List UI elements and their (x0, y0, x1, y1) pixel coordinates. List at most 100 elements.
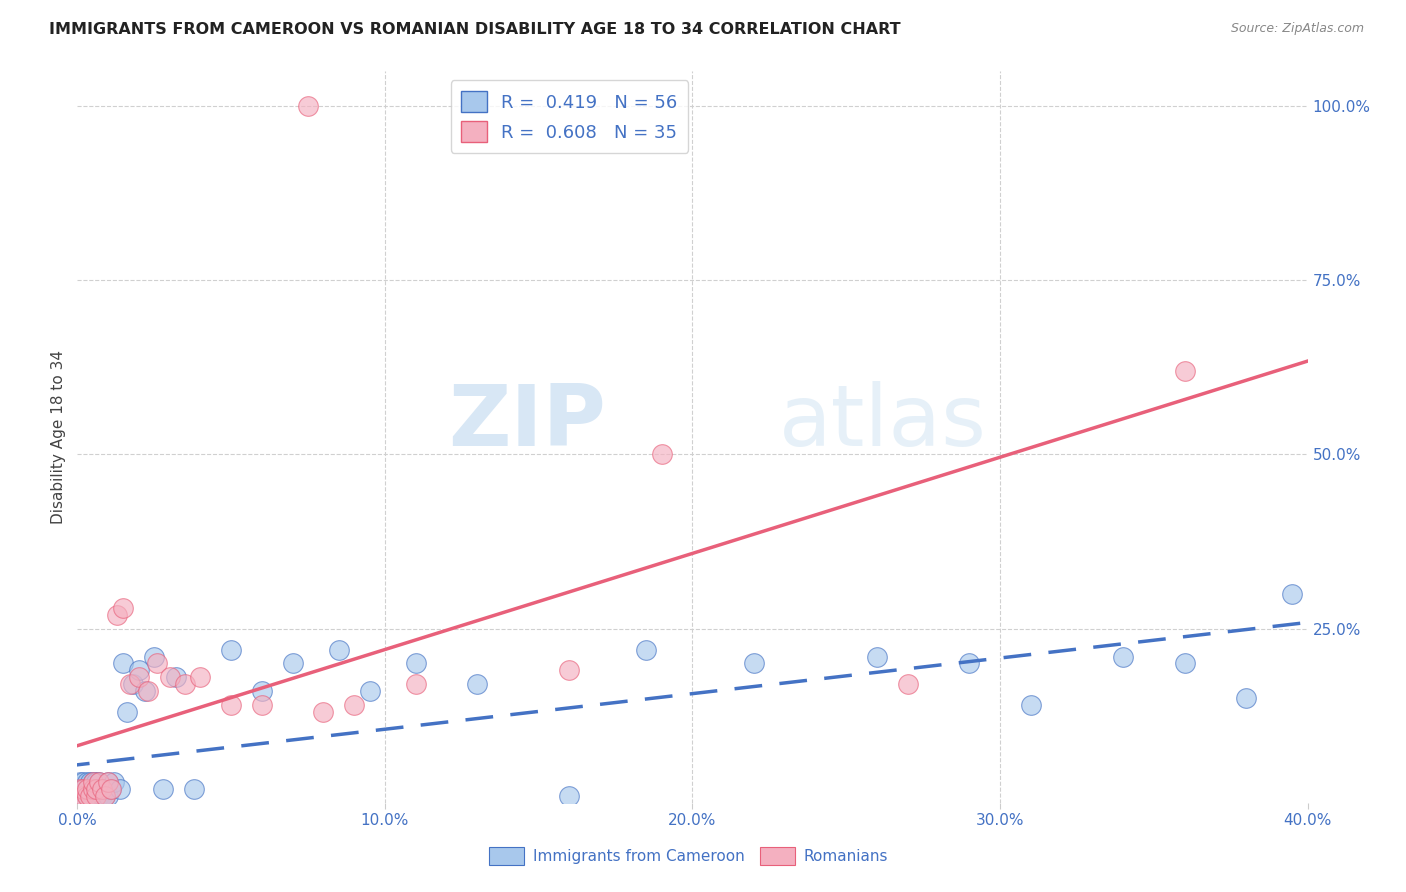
Point (1112, 649, 1135, 664)
Point (90, 781, 114, 796)
Point (121, 677, 143, 691)
Point (94, 781, 117, 796)
Point (312, 705, 335, 719)
Point (219, 698, 242, 713)
Point (82, 781, 104, 796)
Point (112, 657, 135, 671)
Point (82, 789, 104, 803)
Text: Immigrants from Cameroon: Immigrants from Cameroon (533, 848, 744, 863)
Point (79, 775, 101, 789)
Text: Source: ZipAtlas.com: Source: ZipAtlas.com (1230, 22, 1364, 36)
Point (105, 607, 128, 622)
Point (97, 775, 120, 789)
Point (76, 789, 98, 803)
Point (134, 684, 156, 698)
Point (72, 789, 94, 803)
Point (97, 789, 120, 803)
Point (1174, 364, 1197, 378)
Point (281, 657, 304, 671)
Point (128, 670, 150, 684)
Text: atlas: atlas (779, 381, 987, 464)
Point (143, 649, 166, 664)
Point (1281, 587, 1303, 601)
Point (957, 657, 980, 671)
Point (636, 642, 658, 657)
Point (87, 775, 110, 789)
Point (136, 684, 159, 698)
Point (79, 789, 101, 803)
Point (87, 781, 110, 796)
Point (84, 775, 107, 789)
Point (359, 684, 381, 698)
Point (110, 781, 132, 796)
Point (72, 781, 94, 796)
Point (651, 448, 673, 462)
Point (146, 657, 169, 671)
Legend: R =  0.419   N = 56, R =  0.608   N = 35: R = 0.419 N = 56, R = 0.608 N = 35 (450, 80, 689, 153)
Bar (489, 847, 524, 865)
Bar (761, 847, 794, 865)
Point (115, 705, 138, 719)
Point (1174, 657, 1197, 671)
Point (103, 775, 125, 789)
Point (174, 677, 197, 691)
Point (100, 781, 122, 796)
Point (69, 789, 91, 803)
Point (87, 775, 110, 789)
Point (69, 781, 91, 796)
Point (76, 789, 98, 803)
Point (112, 600, 135, 615)
Point (465, 677, 488, 691)
Point (297, 99, 319, 113)
Text: Romanians: Romanians (803, 848, 887, 863)
Text: ZIP: ZIP (449, 381, 606, 464)
Point (84, 789, 107, 803)
Point (1019, 698, 1042, 713)
Point (866, 649, 889, 664)
Point (558, 789, 581, 803)
Point (219, 642, 242, 657)
Point (343, 698, 366, 713)
Point (250, 684, 273, 698)
Point (558, 664, 581, 678)
Point (188, 670, 212, 684)
Point (72, 789, 94, 803)
Point (250, 698, 273, 713)
Point (84, 781, 107, 796)
Point (405, 657, 427, 671)
Point (84, 789, 107, 803)
Point (69, 781, 91, 796)
Point (87, 789, 110, 803)
Point (165, 670, 187, 684)
Point (69, 789, 91, 803)
Point (84, 781, 107, 796)
Point (76, 781, 98, 796)
Point (79, 789, 101, 803)
Point (100, 781, 122, 796)
Point (405, 677, 427, 691)
Text: IMMIGRANTS FROM CAMEROON VS ROMANIAN DISABILITY AGE 18 TO 34 CORRELATION CHART: IMMIGRANTS FROM CAMEROON VS ROMANIAN DIS… (49, 22, 901, 37)
Point (82, 775, 104, 789)
Point (1234, 691, 1257, 706)
Point (76, 781, 98, 796)
Point (72, 775, 94, 789)
Point (79, 781, 101, 796)
Point (118, 677, 141, 691)
Point (94, 789, 117, 803)
Point (94, 789, 117, 803)
Point (152, 781, 174, 796)
Point (128, 664, 150, 678)
Point (159, 670, 181, 684)
Point (742, 657, 765, 671)
Point (76, 775, 98, 789)
Point (72, 781, 94, 796)
Point (183, 781, 205, 796)
Point (82, 781, 104, 796)
Point (897, 677, 920, 691)
Y-axis label: Disability Age 18 to 34: Disability Age 18 to 34 (51, 350, 66, 524)
Point (90, 789, 114, 803)
Point (82, 775, 104, 789)
Point (90, 781, 114, 796)
Point (328, 642, 350, 657)
Point (69, 775, 91, 789)
